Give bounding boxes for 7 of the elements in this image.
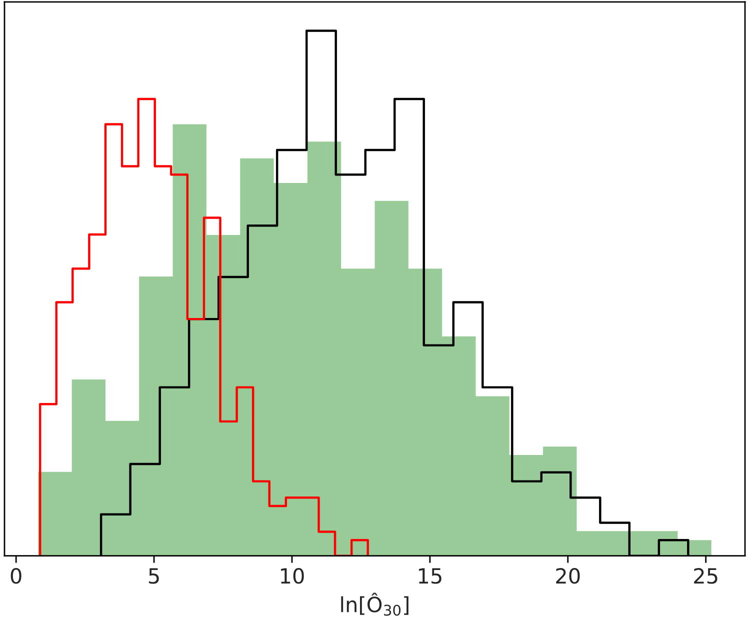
x-tick-label: 5: [149, 568, 159, 584]
x-tick-label: 20: [556, 568, 580, 584]
x-tick-label: 10: [281, 568, 304, 584]
x-tick-label: 0: [10, 568, 22, 584]
x-tick-label: 25: [694, 568, 718, 584]
x-axis-title: ln[Ô$_{30}$]: [341, 592, 408, 616]
x-tick-label: 15: [418, 568, 442, 584]
